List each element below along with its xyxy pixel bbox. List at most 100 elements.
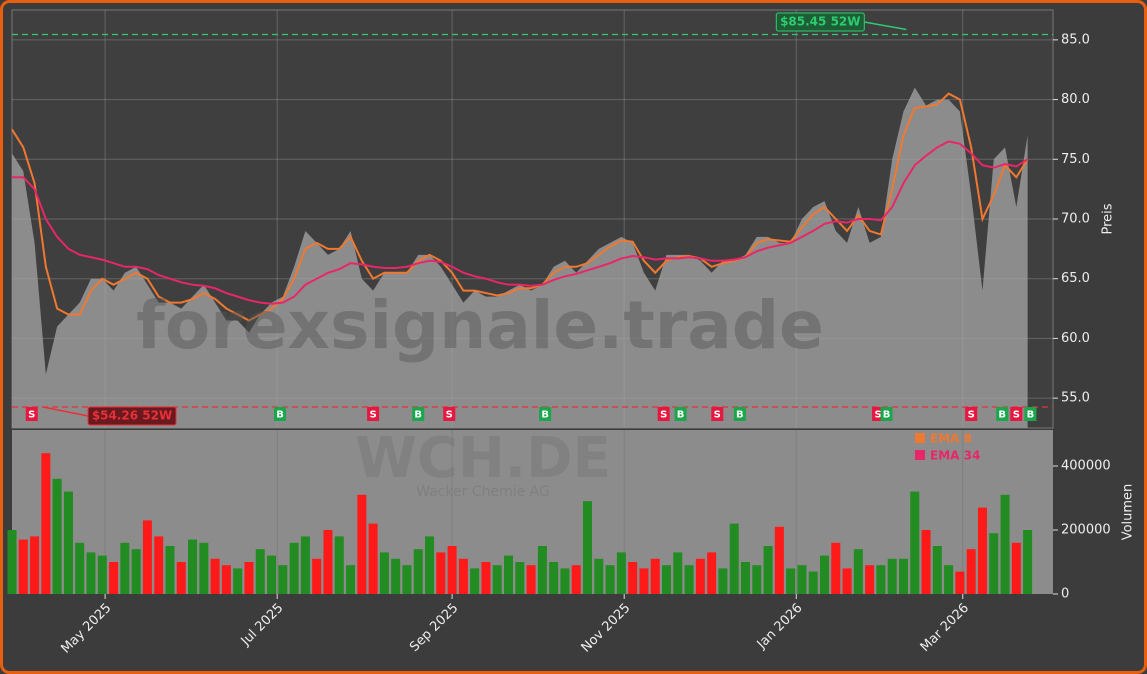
volume-bar (831, 542, 841, 594)
volume-bar (413, 549, 423, 594)
signal-label: S (446, 410, 453, 421)
legend-label: EMA 34 (930, 449, 980, 463)
y-tick-label: 55.0 (1061, 391, 1090, 406)
volume-bar (334, 536, 344, 594)
low-label: $54.26 52W (92, 409, 172, 423)
volume-bar (537, 546, 547, 594)
volume-bar (966, 549, 976, 594)
volume-bar (977, 507, 987, 594)
volume-bar (267, 555, 277, 594)
y-tick-label: 80.0 (1061, 92, 1090, 107)
volume-bar (853, 549, 863, 594)
volume-bar (887, 558, 897, 594)
signal-label: S (370, 410, 377, 421)
ticker-watermark: WCH.DE (355, 426, 611, 491)
ema-line (11, 92, 1029, 322)
volume-bar (323, 530, 333, 594)
signal-label: S (714, 410, 721, 421)
volume-bar (379, 552, 389, 594)
volume-bar (368, 523, 378, 594)
volume-bar (402, 565, 412, 594)
volume-bar (436, 552, 446, 594)
y-tick-label: 200000 (1061, 523, 1111, 538)
volume-bar (131, 549, 141, 594)
volume-bar (989, 533, 999, 594)
volume-bar (504, 555, 514, 594)
volume-bar (549, 562, 559, 594)
volume-bar (188, 539, 198, 594)
volume-bar (470, 568, 480, 594)
signal-marker (1010, 407, 1023, 421)
volume-bar (30, 536, 40, 594)
price-area (12, 87, 1028, 428)
volume-bar (695, 558, 705, 594)
volume-bar (752, 565, 762, 594)
volume-bar (515, 562, 525, 594)
volume-bar (492, 565, 502, 594)
signal-label: B (276, 410, 284, 421)
volume-bar (650, 558, 660, 594)
low-label-box (87, 406, 177, 426)
volume-bar (673, 552, 683, 594)
signal-label: B (414, 410, 422, 421)
volume-bar (616, 552, 626, 594)
volume-bar (921, 530, 931, 594)
signal-label: S (968, 410, 975, 421)
signal-marker (657, 407, 670, 421)
volume-bar (763, 546, 773, 594)
volume-bar (605, 565, 615, 594)
volume-bar (842, 568, 852, 594)
volume-bar (571, 565, 581, 594)
volume-bar (910, 491, 920, 594)
legend-swatch (915, 450, 925, 460)
signal-marker (996, 407, 1009, 421)
volume-bar (244, 562, 254, 594)
volume-bar (718, 568, 728, 594)
volume-bar (932, 546, 942, 594)
signal-label: B (998, 410, 1006, 421)
signal-label: B (1027, 410, 1035, 421)
y-tick-label: 60.0 (1061, 331, 1090, 346)
volume-bar (1011, 542, 1021, 594)
low-arrow (42, 406, 89, 417)
volume-bar (729, 523, 739, 594)
signal-marker (1024, 407, 1037, 421)
volume-bar (142, 520, 152, 594)
volume-bar (684, 565, 694, 594)
volume-bar (786, 568, 796, 594)
signal-marker (367, 407, 380, 421)
signal-label: B (541, 410, 549, 421)
y-tick-label: 75.0 (1061, 152, 1090, 167)
y-tick-label: 0 (1061, 587, 1069, 602)
volume-bar (63, 491, 73, 594)
signal-label: B (677, 410, 685, 421)
signal-label: S (1013, 410, 1020, 421)
volume-bar (865, 565, 875, 594)
volume-axis-label: Volumen (1121, 484, 1136, 541)
volume-bar (944, 565, 954, 594)
y-tick-label: 70.0 (1061, 212, 1090, 227)
volume-bar (898, 558, 908, 594)
volume-bar (346, 565, 356, 594)
volume-bar (300, 536, 310, 594)
volume-bar (774, 526, 784, 594)
volume-bar (75, 542, 85, 594)
volume-bar (41, 453, 51, 594)
y-tick-label: 85.0 (1061, 32, 1090, 47)
volume-bar (481, 562, 491, 594)
volume-bar (165, 546, 175, 594)
signal-marker (965, 407, 978, 421)
volume-bar (255, 549, 265, 594)
signal-label: B (736, 410, 744, 421)
volume-bar (7, 530, 17, 594)
legend-label: EMA 8 (930, 432, 972, 446)
volume-bar (233, 568, 243, 594)
volume-bar (458, 558, 468, 594)
volume-bar (526, 565, 536, 594)
volume-bar (628, 562, 638, 594)
volume-bar (391, 558, 401, 594)
y-tick-label: 400000 (1061, 459, 1111, 474)
high-label-box (775, 12, 865, 32)
volume-bar (210, 558, 220, 594)
